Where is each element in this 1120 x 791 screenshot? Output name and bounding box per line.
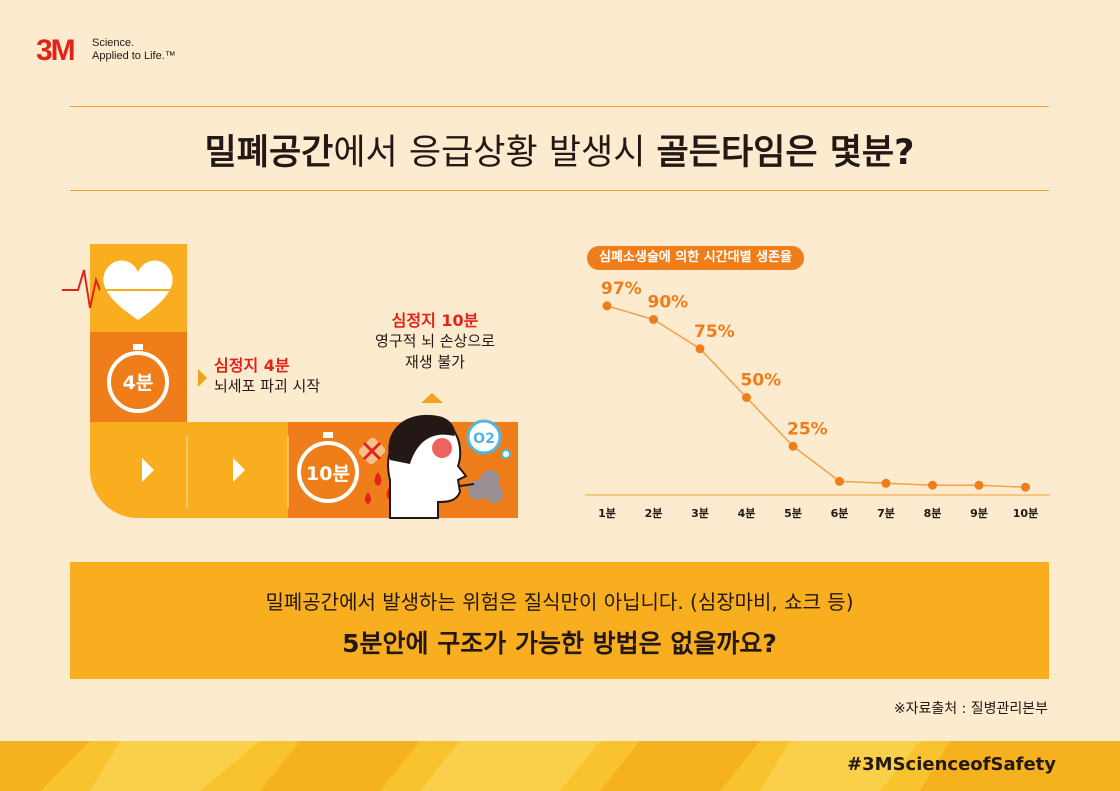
data-point xyxy=(928,480,937,490)
stopwatch-icon xyxy=(297,432,359,503)
hashtag: #3MScienceofSafety xyxy=(847,754,1056,775)
x-tick-label: 3분 xyxy=(691,507,709,520)
x-tick-label: 8분 xyxy=(924,507,942,520)
four-minute-label: 4분 xyxy=(123,372,154,394)
stage1-annotation: 심정지 4분 뇌세포 파괴 시작 xyxy=(214,355,320,397)
data-label: 90% xyxy=(648,293,689,313)
chart-title: 심폐소생술에 의한 시간대별 생존율 xyxy=(587,246,804,270)
stage2-annotation: 심정지 10분 영구적 뇌 손상으로 재생 불가 xyxy=(355,310,515,373)
pointer-arrow-icon xyxy=(198,369,207,387)
data-point xyxy=(1021,482,1030,492)
stage1-text: 뇌세포 파괴 시작 xyxy=(214,377,321,395)
data-label: 25% xyxy=(787,419,828,439)
stopwatch-icon xyxy=(107,344,169,413)
arrow-right-icon xyxy=(142,458,154,482)
title-part2: 에서 응급상황 발생시 xyxy=(333,133,657,173)
stage2-text-line1: 영구적 뇌 손상으로 xyxy=(375,332,495,350)
title-top-rule xyxy=(70,106,1049,107)
data-point xyxy=(835,476,844,486)
data-point xyxy=(695,344,705,354)
banner-line1: 밀폐공간에서 발생하는 위험은 질식만이 아닙니다. (심장마비, 쇼크 등) xyxy=(265,590,854,614)
pipe-elbow xyxy=(90,422,187,518)
data-source: ※자료출처 : 질병관리본부 xyxy=(893,701,1048,717)
stage2-text-line2: 재생 불가 xyxy=(405,353,465,371)
stage2-heading: 심정지 10분 xyxy=(391,311,479,330)
data-point xyxy=(974,480,984,490)
pointer-up-icon xyxy=(421,393,443,403)
x-tick-label: 7분 xyxy=(877,507,895,520)
logo-mark: 3M xyxy=(36,34,76,67)
oxygen-label: O2 xyxy=(473,431,495,447)
title-part1: 밀폐공간 xyxy=(204,133,334,173)
data-label: 75% xyxy=(694,322,735,342)
message-banner: 밀폐공간에서 발생하는 위험은 질식만이 아닙니다. (심장마비, 쇼크 등) … xyxy=(70,562,1049,679)
page-title: 밀폐공간에서 응급상황 발생시 골든타임은 몇분? xyxy=(70,118,1049,188)
stage1-heading: 심정지 4분 xyxy=(214,356,290,375)
blocked-x-icon xyxy=(358,437,386,465)
x-tick-label: 10분 xyxy=(1013,507,1038,520)
survival-rate-series-line xyxy=(606,305,1026,488)
x-tick-label: 2분 xyxy=(645,507,663,520)
oxygen-icon xyxy=(466,419,511,459)
x-tick-label: 1분 xyxy=(598,507,616,520)
banner-line2: 5분안에 구조가 가능한 방법은 없을까요? xyxy=(342,629,777,658)
data-point xyxy=(602,301,612,311)
data-label: 50% xyxy=(741,371,782,391)
patient-head-icon xyxy=(387,414,468,519)
data-point xyxy=(742,393,751,402)
title-bottom-rule xyxy=(70,190,1049,191)
tagline-line1: Science. xyxy=(92,37,135,49)
ten-minute-label: 10분 xyxy=(306,463,350,485)
x-tick-label: 4분 xyxy=(738,507,756,520)
data-point xyxy=(881,478,891,488)
data-point xyxy=(649,315,658,324)
x-tick-label: 9분 xyxy=(970,507,988,520)
data-point xyxy=(788,441,798,451)
exhale-cloud-icon xyxy=(459,470,503,503)
cardiac-arrest-timeline-graphic: 4분 10분 O2 xyxy=(62,244,518,519)
tagline-line2: Applied to Life.™ xyxy=(92,50,176,62)
logo-tagline: Science. Applied to Life.™ xyxy=(92,37,176,63)
survival-rate-chart: 97% 1분 90% 2분 75% 3분 50% 4분 25% 5분 6분 7분 8분 9분 10분 xyxy=(585,280,1050,520)
x-tick-label: 5분 xyxy=(784,507,802,520)
x-tick-label: 6분 xyxy=(831,507,849,520)
footer-band xyxy=(0,741,1120,791)
title-part3: 골든타임은 몇분? xyxy=(656,133,915,173)
arrow-right-icon xyxy=(233,458,245,482)
data-label: 97% xyxy=(601,280,642,299)
